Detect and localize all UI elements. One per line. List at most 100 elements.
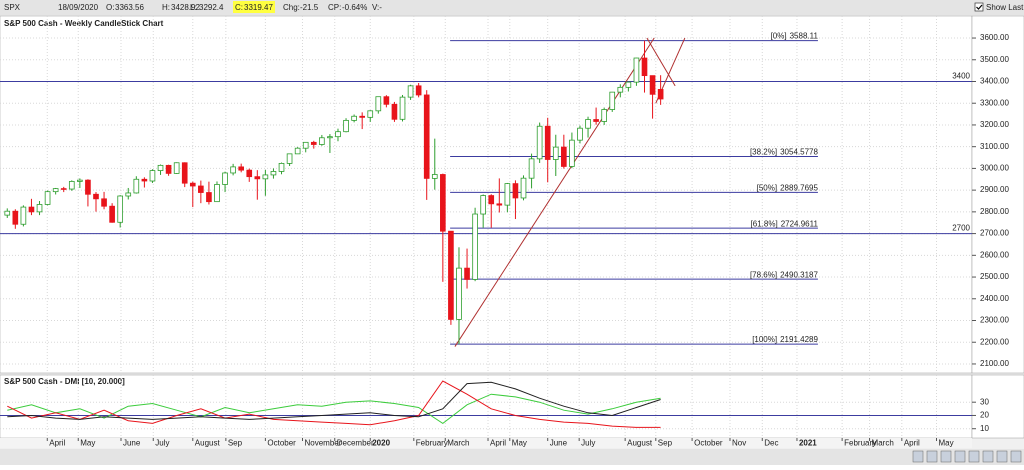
fib-value: 3054.5778 (780, 148, 818, 157)
x-tick-label: April (904, 439, 920, 448)
candle-body (577, 127, 583, 141)
candle-body (4, 210, 11, 216)
candle-body (488, 195, 495, 205)
fib-value: 2724.9611 (781, 219, 819, 228)
scroll-button[interactable] (926, 450, 938, 463)
close-highlight (233, 1, 275, 13)
candle-body (472, 213, 478, 280)
candle-body (173, 162, 180, 174)
candle-body (85, 179, 91, 195)
candle-body (262, 174, 269, 180)
candle-body (440, 174, 446, 232)
candle-body (117, 195, 124, 223)
candle-body (367, 110, 374, 118)
y-tick-label: 3600.00 (980, 33, 1009, 42)
candle-body (52, 188, 59, 193)
fib-label: [100%] (752, 335, 777, 344)
candle-body (60, 188, 67, 190)
x-tick-label: February (416, 439, 448, 448)
y-tick-label: 2300.00 (980, 316, 1009, 325)
y-tick-label: 2800.00 (980, 207, 1009, 216)
candle-body (375, 96, 382, 112)
candle-body (601, 109, 607, 122)
fib-value: 3588.11 (790, 32, 819, 41)
zoom-button[interactable] (954, 450, 966, 463)
candle-body (520, 177, 527, 199)
y-tick-label: 2500.00 (980, 272, 1009, 281)
toolbar (0, 0, 1024, 15)
zoom-button[interactable] (968, 450, 980, 463)
x-tick-label: November (304, 439, 341, 448)
candle-body (399, 96, 406, 120)
x-tick-label: August (627, 439, 653, 448)
candle-body (544, 125, 551, 160)
candle-body (617, 86, 624, 93)
fib-label: [78.6%] (750, 270, 777, 279)
candle-body (343, 119, 349, 133)
level-label: 2700 (952, 224, 970, 233)
x-tick-label: April (49, 439, 65, 448)
x-tick-label: October (267, 439, 296, 448)
candle-body (641, 57, 648, 77)
x-tick-label: October (694, 439, 723, 448)
change-value: -21.5 (300, 3, 319, 12)
x-tick-label: Nov (732, 439, 746, 448)
x-tick-label: May (939, 439, 954, 448)
candle-body (238, 166, 245, 171)
candle-body (109, 205, 115, 223)
zoom-button[interactable] (982, 450, 994, 463)
zoom-button[interactable] (940, 450, 952, 463)
zoom-button[interactable] (1010, 450, 1022, 463)
dmi-line (7, 380, 661, 428)
high-value: 3428.92 (171, 3, 200, 12)
candle-body (101, 198, 107, 207)
show-last-checkbox[interactable] (974, 2, 984, 12)
scroll-buttons (912, 450, 1022, 463)
open-value: 3363.56 (115, 3, 144, 12)
candle-body (319, 137, 325, 145)
candle-body (335, 131, 341, 138)
level-label: 3400 (952, 72, 970, 81)
price-axis (971, 15, 1024, 374)
fib-label: [50%] (757, 183, 777, 192)
scroll-bar[interactable] (0, 449, 1024, 465)
x-tick-label: March (447, 439, 469, 448)
y-tick-label: 2100.00 (980, 359, 1009, 368)
candle-body (165, 164, 172, 174)
y-tick-label: 2200.00 (980, 337, 1009, 346)
x-tick-label: March (872, 439, 894, 448)
candle-body (133, 178, 140, 194)
x-tick-label: June (550, 439, 568, 448)
candle-body (278, 163, 285, 172)
show-last-label[interactable]: Show Last (986, 3, 1024, 12)
x-tick-label: February (844, 439, 876, 448)
dmi-axis (971, 374, 1024, 439)
candle-body (569, 139, 575, 167)
cp-value: -0.64% (342, 3, 367, 12)
y-tick-label: 3100.00 (980, 142, 1009, 151)
candle-body (77, 179, 83, 182)
zoom-button[interactable] (996, 450, 1008, 463)
candle-body (246, 169, 253, 178)
candle-body (383, 96, 390, 105)
x-tick-label: April (490, 439, 506, 448)
candle-body (496, 203, 503, 206)
y-tick-label: 3300.00 (980, 98, 1009, 107)
candle-body (181, 162, 188, 184)
fib-label: [0%] (771, 32, 787, 41)
x-tick-label: Sep (228, 439, 243, 448)
x-tick-label: May (512, 439, 527, 448)
high-label: H: (162, 3, 170, 12)
y-tick-label: 20 (980, 411, 989, 420)
y-tick-label: 3200.00 (980, 120, 1009, 129)
scroll-button[interactable] (912, 450, 924, 463)
candle-body (536, 125, 543, 160)
candle-body (351, 115, 357, 121)
candle-body (609, 91, 616, 110)
candle-body (359, 115, 366, 118)
y-tick-label: 3000.00 (980, 164, 1009, 173)
symbol: SPX (4, 3, 21, 12)
candle-body (189, 182, 196, 187)
candle-body (327, 136, 333, 139)
